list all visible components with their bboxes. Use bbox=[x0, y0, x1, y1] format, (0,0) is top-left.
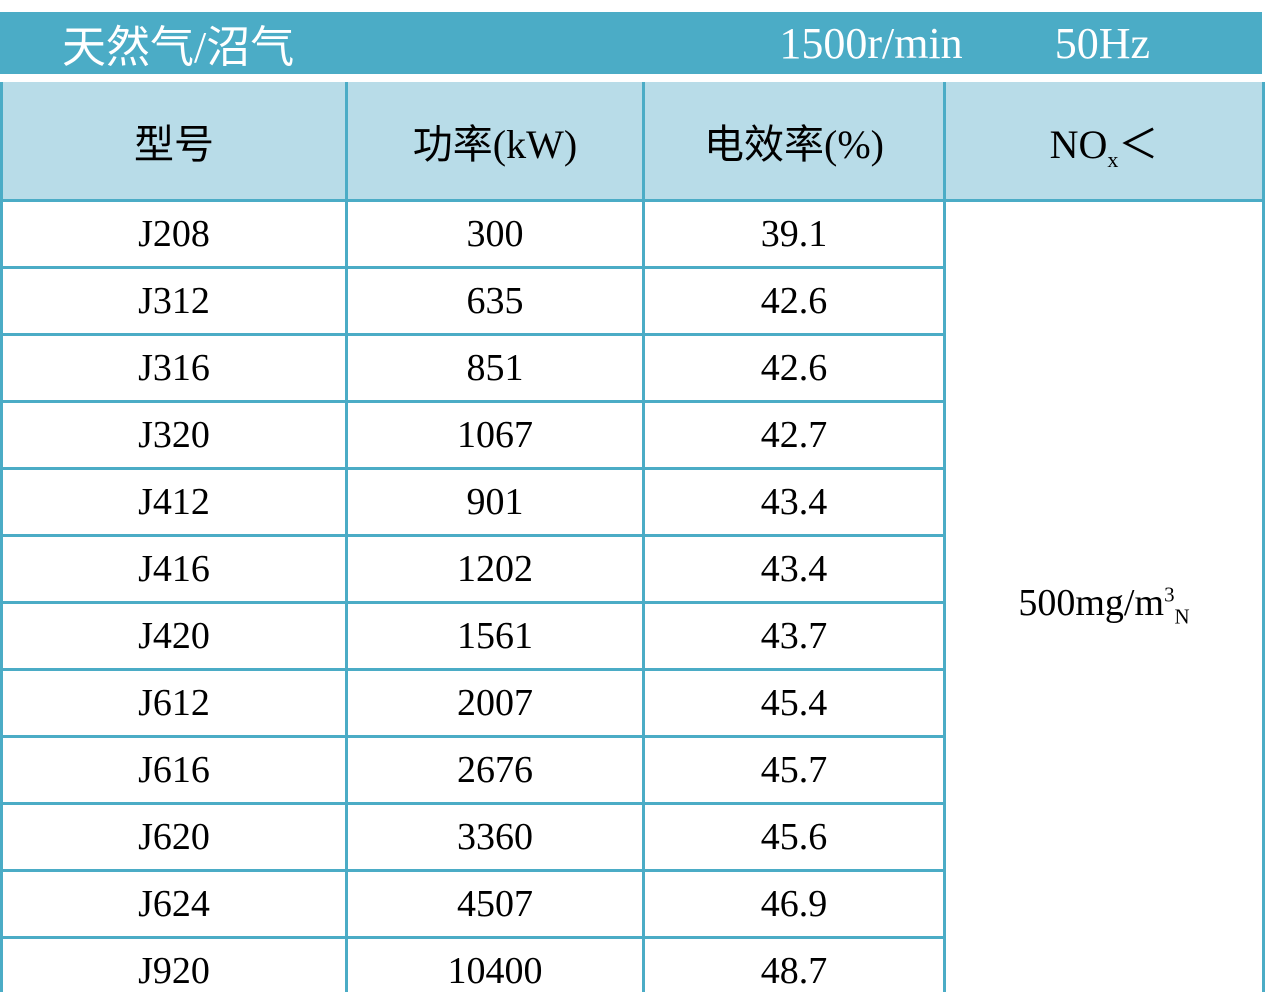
header-row: 型号 功率(kW) 电效率(%) NOx＜ bbox=[0, 82, 1265, 202]
nox-subscript: x bbox=[1107, 146, 1119, 172]
power-cell: 3360 bbox=[345, 802, 645, 872]
model-cell: J420 bbox=[0, 601, 348, 671]
engine-speed-label: 1500r/min bbox=[779, 18, 963, 68]
efficiency-cell: 39.1 bbox=[642, 199, 946, 269]
nox-base: NO bbox=[1049, 121, 1108, 167]
table-row: J616 2676 45.7 bbox=[0, 735, 1264, 805]
efficiency-cell: 46.9 bbox=[642, 869, 946, 939]
nox-less-than: ＜ bbox=[1118, 121, 1159, 167]
table-row: J208 300 39.1 500mg/m3N bbox=[0, 199, 1265, 992]
table-row: J624 4507 46.9 bbox=[0, 869, 1264, 939]
efficiency-cell: 45.7 bbox=[642, 735, 946, 805]
model-cell: J412 bbox=[0, 467, 348, 537]
efficiency-cell: 42.6 bbox=[642, 266, 946, 336]
frequency-label: 50Hz bbox=[1054, 18, 1150, 68]
power-cell: 1561 bbox=[345, 601, 645, 671]
model-cell: J616 bbox=[0, 735, 348, 805]
power-cell: 10400 bbox=[345, 936, 645, 992]
model-cell: J320 bbox=[0, 400, 348, 470]
efficiency-cell: 42.7 bbox=[642, 400, 946, 470]
column-header-nox: NOx＜ bbox=[943, 82, 1265, 202]
table-row: J312 635 42.6 bbox=[0, 266, 1264, 336]
table-row: J320 1067 42.7 bbox=[0, 400, 1264, 470]
power-cell: 1067 bbox=[345, 400, 645, 470]
model-cell: J316 bbox=[0, 333, 348, 403]
efficiency-cell: 48.7 bbox=[642, 936, 946, 992]
nox-limit-cell: 500mg/m3N bbox=[943, 199, 1265, 992]
power-cell: 2676 bbox=[345, 735, 645, 805]
power-cell: 635 bbox=[345, 266, 645, 336]
table-row: J412 901 43.4 bbox=[0, 467, 1264, 537]
model-cell: J312 bbox=[0, 266, 348, 336]
nox-limit-subscript: N bbox=[1174, 604, 1190, 629]
model-cell: J208 bbox=[0, 199, 348, 269]
table-row: J612 2007 45.4 bbox=[0, 668, 1264, 738]
power-cell: 1202 bbox=[345, 534, 645, 604]
band-gap bbox=[0, 74, 1270, 82]
efficiency-cell: 45.6 bbox=[642, 802, 946, 872]
engine-spec-table: 型号 功率(kW) 电效率(%) NOx＜ J208 300 39.1 500m… bbox=[0, 82, 1265, 992]
table-row: J620 3360 45.6 bbox=[0, 802, 1264, 872]
table-row: J416 1202 43.4 bbox=[0, 534, 1264, 604]
column-header-efficiency: 电效率(%) bbox=[642, 82, 946, 202]
efficiency-cell: 43.4 bbox=[642, 534, 946, 604]
column-header-power: 功率(kW) bbox=[345, 82, 645, 202]
model-cell: J920 bbox=[0, 936, 348, 992]
efficiency-cell: 43.4 bbox=[642, 467, 946, 537]
table-row: J420 1561 43.7 bbox=[0, 601, 1264, 671]
title-band: 天然气/沼气 1500r/min 50Hz bbox=[0, 12, 1262, 74]
nox-limit-value: 500mg/m bbox=[1018, 581, 1165, 624]
power-cell: 851 bbox=[345, 333, 645, 403]
model-cell: J620 bbox=[0, 802, 348, 872]
table-row: J316 851 42.6 bbox=[0, 333, 1264, 403]
fuel-type-label: 天然气/沼气 bbox=[62, 23, 295, 72]
column-header-model: 型号 bbox=[0, 82, 348, 202]
table-row: J920 10400 48.7 bbox=[0, 936, 1264, 992]
model-cell: J416 bbox=[0, 534, 348, 604]
nox-limit-superscript: 3 bbox=[1164, 581, 1175, 606]
model-cell: J612 bbox=[0, 668, 348, 738]
power-cell: 2007 bbox=[345, 668, 645, 738]
efficiency-cell: 45.4 bbox=[642, 668, 946, 738]
power-cell: 4507 bbox=[345, 869, 645, 939]
power-cell: 300 bbox=[345, 199, 645, 269]
efficiency-cell: 42.6 bbox=[642, 333, 946, 403]
power-cell: 901 bbox=[345, 467, 645, 537]
efficiency-cell: 43.7 bbox=[642, 601, 946, 671]
model-cell: J624 bbox=[0, 869, 348, 939]
